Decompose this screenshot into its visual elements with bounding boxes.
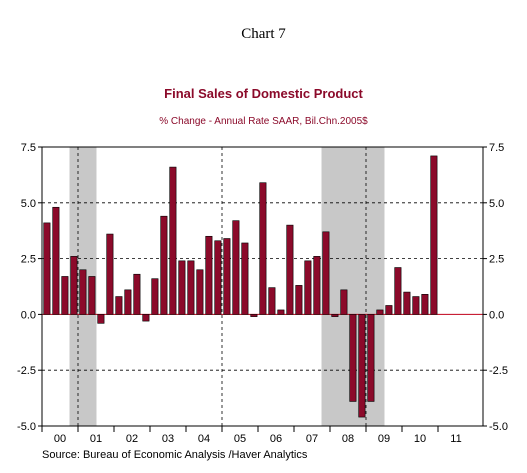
bar — [322, 231, 330, 315]
bar — [70, 256, 78, 315]
bars-layer — [43, 155, 438, 418]
x-tick-label: 04 — [198, 433, 210, 445]
y-tick-label-left: -2.5 — [17, 365, 36, 377]
figure-heading: Chart 7 — [241, 26, 286, 42]
bar — [331, 314, 339, 317]
bar — [385, 305, 393, 315]
axes-layer: 7.5 7.5 5.0 5.0 2.5 2.5 0.0 0.0 -2.5 -2.5 -5.0 -5.0… — [17, 142, 508, 445]
y-tick-label-right: 7.5 — [489, 142, 504, 154]
x-tick-label: 09 — [378, 433, 390, 445]
bar — [421, 294, 429, 315]
bar — [232, 220, 240, 315]
bar — [61, 276, 69, 315]
bar — [250, 314, 258, 317]
bar — [403, 291, 411, 315]
bar — [376, 309, 384, 315]
chart-title: Final Sales of Domestic Product — [164, 86, 363, 101]
bar — [205, 235, 213, 315]
y-tick-label-left: 0.0 — [21, 309, 36, 321]
x-tick-label: 00 — [54, 433, 66, 445]
x-tick-label: 06 — [270, 433, 282, 445]
bar — [259, 182, 267, 315]
x-tick-label: 11 — [450, 433, 461, 445]
x-tick-label: 01 — [90, 433, 102, 445]
bar — [349, 314, 357, 402]
bar — [367, 314, 375, 402]
bar — [79, 269, 87, 315]
bar — [268, 287, 276, 315]
x-tick-label: 07 — [306, 433, 318, 445]
bar — [142, 314, 150, 322]
bar — [223, 238, 231, 315]
bar — [178, 260, 186, 315]
bar — [43, 222, 51, 315]
y-tick-label-left: 7.5 — [21, 142, 36, 154]
chart-subtitle: % Change - Annual Rate SAAR, Bil.Chn.200… — [159, 116, 368, 127]
x-tick-label: 05 — [234, 433, 246, 445]
bar — [277, 309, 285, 315]
y-tick-label-right: 2.5 — [489, 254, 504, 266]
bar — [169, 166, 177, 315]
x-tick-label: 08 — [342, 433, 354, 445]
bar — [97, 314, 105, 324]
bar — [286, 224, 294, 315]
bar — [394, 267, 402, 315]
bar — [358, 314, 366, 418]
bar — [160, 215, 168, 315]
bar — [313, 256, 321, 315]
bar — [88, 276, 96, 315]
y-tick-label-right: 0.0 — [489, 309, 504, 321]
bar — [106, 233, 114, 315]
bar — [133, 273, 141, 315]
bar — [295, 285, 303, 315]
bar — [214, 240, 222, 315]
bar — [124, 289, 132, 315]
y-tick-label-right: -5.0 — [489, 421, 508, 433]
bar — [412, 296, 420, 315]
y-tick-label-left: 5.0 — [21, 198, 36, 210]
x-tick-label: 02 — [126, 433, 138, 445]
bar — [151, 278, 159, 315]
plot-frame — [41, 146, 484, 427]
y-tick-label-right: 5.0 — [489, 198, 504, 210]
x-tick-label: 03 — [162, 433, 174, 445]
bar — [430, 155, 438, 315]
bar — [304, 260, 312, 315]
bar — [115, 296, 123, 315]
bar — [187, 260, 195, 315]
y-tick-label-right: -2.5 — [489, 365, 508, 377]
source-note: Source: Bureau of Economic Analysis /Hav… — [42, 449, 308, 461]
bar — [241, 242, 249, 315]
y-tick-label-left: -5.0 — [17, 421, 36, 433]
bar — [196, 269, 204, 315]
y-tick-label-left: 2.5 — [21, 254, 36, 266]
bar — [340, 289, 348, 315]
bar — [52, 206, 60, 315]
x-tick-label: 10 — [414, 433, 426, 445]
